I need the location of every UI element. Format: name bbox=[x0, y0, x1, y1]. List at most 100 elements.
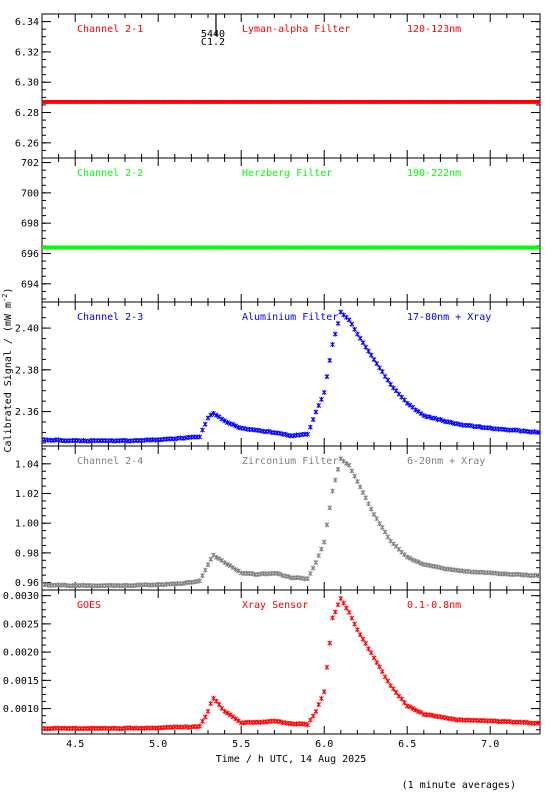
data-point bbox=[227, 563, 233, 569]
data-point bbox=[305, 431, 310, 437]
data-point bbox=[205, 708, 211, 714]
data-point bbox=[385, 534, 391, 540]
data-point bbox=[213, 554, 219, 560]
data-point bbox=[225, 710, 230, 716]
x-tick-label: 5.5 bbox=[232, 739, 250, 750]
x-tick-label: 6.5 bbox=[398, 739, 416, 750]
data-point bbox=[308, 570, 313, 576]
data-point bbox=[321, 689, 327, 695]
data-point bbox=[335, 602, 341, 608]
panel-5: 0.0010 0.0015 0.0020 0.0025 0.0030 GOES Xray S… bbox=[3, 589, 541, 735]
y-tick-label: 700 bbox=[21, 188, 39, 199]
y-tick-label: 0.0025 bbox=[3, 619, 39, 630]
data-point bbox=[313, 560, 319, 566]
data-point bbox=[391, 686, 396, 692]
data-point bbox=[316, 553, 322, 559]
data-point bbox=[468, 423, 474, 429]
data-point bbox=[402, 700, 407, 706]
data-point bbox=[343, 460, 349, 466]
data-point bbox=[200, 573, 205, 579]
data-point bbox=[219, 416, 225, 422]
data-point bbox=[407, 704, 413, 710]
data-point bbox=[418, 560, 424, 566]
data-point bbox=[277, 719, 283, 725]
y-tick-label: 702 bbox=[21, 158, 39, 169]
data-point bbox=[305, 576, 310, 582]
data-point bbox=[377, 521, 382, 527]
data-point bbox=[230, 421, 236, 427]
data-point bbox=[316, 702, 322, 708]
data-point bbox=[200, 427, 205, 433]
data-point bbox=[335, 320, 341, 326]
data-point bbox=[413, 558, 418, 564]
data-point bbox=[332, 609, 338, 615]
data-point bbox=[355, 479, 360, 485]
data-point bbox=[454, 421, 460, 427]
data-point bbox=[393, 690, 399, 696]
data-point bbox=[346, 462, 352, 468]
y-tick-label: 6.34 bbox=[15, 17, 39, 28]
x-tick-label: 4.5 bbox=[66, 739, 84, 750]
data-point bbox=[308, 424, 313, 430]
panel-band-label: 190-222nm bbox=[407, 168, 461, 179]
data-point bbox=[415, 559, 421, 565]
data-point bbox=[368, 650, 374, 656]
data-point bbox=[377, 365, 382, 371]
x-axis-label: Time / h UTC, 14 Aug 2025 bbox=[216, 754, 367, 765]
data-point bbox=[451, 716, 457, 722]
data-point bbox=[202, 714, 208, 720]
data-point bbox=[366, 501, 371, 507]
data-point bbox=[357, 484, 363, 490]
data-point bbox=[371, 357, 377, 363]
data-point bbox=[202, 567, 208, 573]
data-point bbox=[404, 400, 410, 406]
data-point bbox=[313, 708, 319, 714]
data-point bbox=[402, 552, 407, 558]
data-point bbox=[222, 418, 227, 424]
data-point bbox=[216, 556, 222, 562]
data-point bbox=[429, 712, 435, 718]
y-tick-label: 6.32 bbox=[15, 47, 39, 58]
data-point bbox=[330, 615, 335, 621]
data-point bbox=[310, 417, 316, 423]
data-point bbox=[352, 326, 357, 332]
data-point bbox=[404, 554, 410, 560]
data-point bbox=[382, 529, 388, 535]
panel-channel-label: Channel 2-4 bbox=[77, 456, 143, 467]
data-point bbox=[371, 655, 377, 661]
data-point bbox=[332, 331, 338, 337]
data-point bbox=[310, 713, 316, 719]
panel-channel-label: Channel 2-2 bbox=[77, 168, 143, 179]
data-point bbox=[360, 636, 366, 642]
data-point bbox=[371, 511, 377, 517]
data-point bbox=[233, 716, 239, 722]
panel-band-label: 6-20nm + Xray bbox=[407, 456, 485, 467]
data-point bbox=[535, 99, 540, 105]
data-point bbox=[324, 522, 330, 528]
y-tick-label: 698 bbox=[21, 219, 39, 230]
data-point bbox=[213, 412, 219, 418]
data-point bbox=[319, 696, 324, 702]
data-point bbox=[385, 678, 391, 684]
data-point bbox=[338, 595, 344, 601]
data-point bbox=[332, 477, 338, 483]
y-axis-label-superscript: -2 bbox=[1, 294, 9, 302]
data-point bbox=[230, 714, 236, 720]
data-point bbox=[407, 555, 413, 561]
y-tick-label: 6.30 bbox=[15, 78, 39, 89]
y-tick-label: 694 bbox=[21, 279, 39, 290]
y-tick-label: 0.98 bbox=[15, 548, 39, 559]
data-point bbox=[249, 571, 255, 577]
data-point bbox=[330, 342, 335, 348]
panel-band-label: 17-80nm + Xray bbox=[407, 312, 491, 323]
y-axis-label-main: Calibrated Signal / (mW m bbox=[3, 302, 14, 453]
y-tick-label: 2.36 bbox=[15, 407, 39, 418]
data-point bbox=[449, 420, 454, 426]
data-point bbox=[341, 458, 346, 464]
data-point bbox=[415, 709, 421, 715]
panel-filter-label: Herzberg Filter bbox=[242, 168, 332, 179]
data-point bbox=[324, 664, 330, 670]
y-tick-label: 6.26 bbox=[15, 138, 39, 149]
y-axis-label-close: ) bbox=[3, 288, 14, 294]
